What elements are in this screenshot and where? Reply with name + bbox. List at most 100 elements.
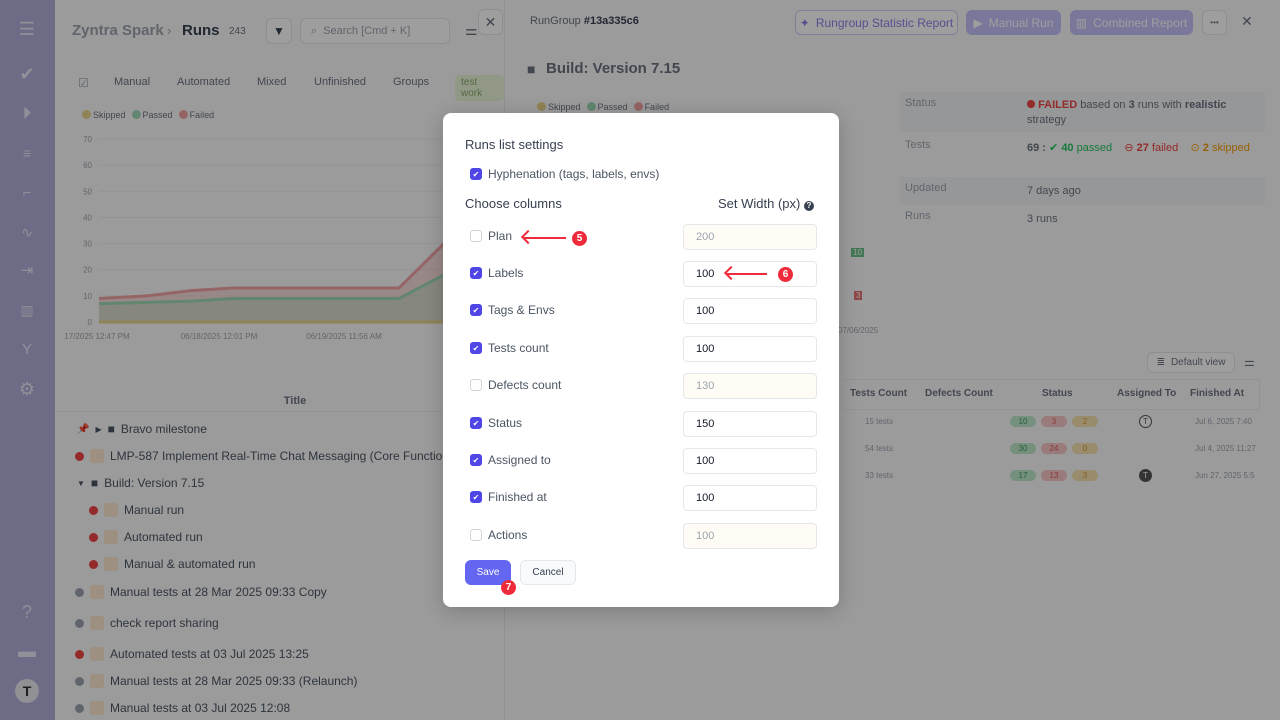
column-checkbox[interactable]: ✔ — [470, 304, 482, 316]
select-all-icon[interactable]: ☑ — [78, 76, 89, 90]
rungroup-label: RunGroup #13a335c6 — [530, 15, 639, 27]
column-defects-count[interactable]: Defects Count — [925, 388, 993, 399]
column-settings-icon[interactable]: ⚌ — [1244, 355, 1255, 369]
run-row[interactable]: ▼ ■ Build: Version 7.15 — [77, 476, 204, 490]
filter-button[interactable]: ▼ — [266, 18, 292, 44]
hyphenation-option[interactable]: ✔ Hyphenation (tags, labels, envs) — [470, 167, 659, 181]
column-finished-at[interactable]: Finished At — [1190, 388, 1245, 399]
help-icon[interactable]: ? — [803, 201, 814, 211]
settings-sliders-icon[interactable]: ⚌ — [465, 22, 478, 38]
run-row[interactable]: Manual tests at 28 Mar 2025 09:33 (Relau… — [75, 674, 357, 688]
status-icon — [89, 532, 98, 542]
column-option[interactable]: Plan — [470, 229, 512, 243]
breadcrumb-separator: › — [167, 23, 172, 38]
default-view-button[interactable]: ≣ Default view — [1147, 352, 1235, 373]
manual-run-button[interactable]: ▶ Manual Run — [966, 10, 1061, 35]
cancel-button[interactable]: Cancel — [520, 560, 576, 585]
y-tick-label: 60 — [83, 161, 92, 170]
column-checkbox[interactable]: ✔ — [470, 417, 482, 429]
play-circle-icon[interactable]: ⏵ — [22, 103, 32, 123]
column-checkbox[interactable] — [470, 379, 482, 391]
run-row[interactable]: check report sharing — [75, 616, 219, 630]
breadcrumb-project[interactable]: Zyntra Spark — [72, 22, 164, 39]
branch-icon[interactable]: Y — [21, 341, 32, 358]
column-status[interactable]: Status — [1042, 388, 1073, 399]
collapse-icon[interactable]: ▼ — [77, 478, 85, 488]
list-check-icon[interactable]: ≡ — [22, 145, 32, 161]
run-row[interactable]: LMP-587 Implement Real-Time Chat Messagi… — [75, 449, 474, 463]
column-width-input[interactable] — [683, 373, 817, 399]
run-row[interactable]: Automated tests at 03 Jul 2025 13:25 — [75, 647, 309, 661]
column-label: Tags & Envs — [488, 303, 555, 317]
tab-unfinished[interactable]: Unfinished — [314, 76, 366, 88]
column-width-input[interactable] — [683, 336, 817, 362]
tests-count-cell: 15 tests — [865, 417, 894, 426]
column-option[interactable]: ✔ Tags & Envs — [470, 303, 555, 317]
column-checkbox[interactable] — [470, 529, 482, 541]
column-width-input[interactable] — [683, 298, 817, 324]
more-button[interactable]: ••• — [1202, 10, 1227, 35]
column-option[interactable]: Defects count — [470, 378, 561, 392]
tab-test-work[interactable]: test work — [455, 75, 504, 101]
column-option[interactable]: Actions — [470, 528, 527, 542]
run-type-icon — [90, 701, 104, 715]
search-input[interactable]: ⌕ Search [Cmd + K] — [300, 18, 450, 44]
avatar[interactable]: T — [15, 679, 39, 703]
combined-report-button[interactable]: ▥ Combined Report — [1070, 10, 1193, 35]
tab-mixed[interactable]: Mixed — [257, 76, 287, 88]
column-option[interactable]: ✔ Tests count — [470, 341, 549, 355]
report-icon[interactable]: ▥ — [20, 302, 34, 318]
tab-groups[interactable]: Groups — [393, 76, 430, 88]
close-button[interactable]: ✕ — [478, 9, 503, 35]
column-checkbox[interactable]: ✔ — [470, 454, 482, 466]
avatar[interactable]: T — [1139, 415, 1152, 428]
column-checkbox[interactable]: ✔ — [470, 267, 482, 279]
column-option[interactable]: ✔ Status — [470, 416, 522, 430]
column-checkbox[interactable]: ✔ — [470, 491, 482, 503]
column-option[interactable]: ✔ Finished at — [470, 490, 547, 504]
title-column-header[interactable]: Title — [55, 390, 505, 412]
column-width-input[interactable] — [683, 448, 817, 474]
check-icon[interactable]: ✔ — [19, 64, 35, 84]
run-row[interactable]: Automated run — [89, 530, 203, 544]
run-row[interactable]: Manual & automated run — [89, 557, 255, 571]
tab-manual[interactable]: Manual — [114, 76, 151, 88]
column-width-input[interactable] — [683, 485, 817, 511]
avatar[interactable]: T — [1139, 469, 1152, 482]
run-row[interactable]: Manual run — [89, 503, 184, 517]
tab-automated[interactable]: Automated — [177, 76, 231, 88]
column-checkbox[interactable] — [470, 230, 482, 242]
import-icon[interactable]: ⇥ — [20, 262, 34, 279]
column-option[interactable]: ✔ Labels — [470, 266, 523, 280]
choose-columns-heading: Choose columns — [465, 196, 562, 211]
column-checkbox[interactable]: ✔ — [470, 342, 482, 354]
pulse-icon[interactable]: ∿ — [21, 224, 33, 240]
y-tick-label: 70 — [83, 135, 92, 144]
passed-pill: 10 — [1010, 416, 1036, 427]
updated-value: 7 days ago — [1027, 185, 1081, 197]
stairs-icon[interactable]: ⌐ — [22, 184, 32, 200]
column-assigned-to[interactable]: Assigned To — [1117, 388, 1177, 399]
hyphenation-checkbox[interactable]: ✔ — [470, 168, 482, 180]
column-tests-count[interactable]: Tests Count — [850, 388, 908, 399]
menu-icon[interactable]: ☰ — [18, 19, 36, 39]
run-title: Manual run — [124, 503, 185, 517]
column-width-input[interactable] — [683, 411, 817, 437]
run-row[interactable]: 📌 ▶ ■ Bravo milestone — [77, 422, 207, 436]
search-icon: ⌕ — [311, 24, 318, 37]
run-row[interactable]: Manual tests at 28 Mar 2025 09:33 Copy — [75, 585, 327, 599]
gear-icon[interactable]: ⚙ — [18, 379, 36, 399]
status-icon — [75, 676, 84, 686]
rungroup-statistic-report-button[interactable]: ✦ Rungroup Statistic Report — [795, 10, 958, 35]
expand-icon[interactable]: ▶ — [95, 424, 102, 434]
column-option[interactable]: ✔ Assigned to — [470, 453, 551, 467]
close-icon[interactable]: ✕ — [1241, 13, 1253, 29]
help-icon[interactable]: ? — [21, 602, 32, 622]
folders-icon[interactable]: ▬ — [18, 641, 36, 661]
run-type-icon — [90, 585, 104, 599]
column-width-input[interactable] — [683, 523, 817, 549]
column-width-input[interactable] — [683, 224, 817, 250]
run-row[interactable]: Manual tests at 03 Jul 2025 12:08 — [75, 701, 290, 715]
pin-icon[interactable]: 📌 — [77, 423, 90, 435]
run-type-icon — [104, 557, 118, 571]
